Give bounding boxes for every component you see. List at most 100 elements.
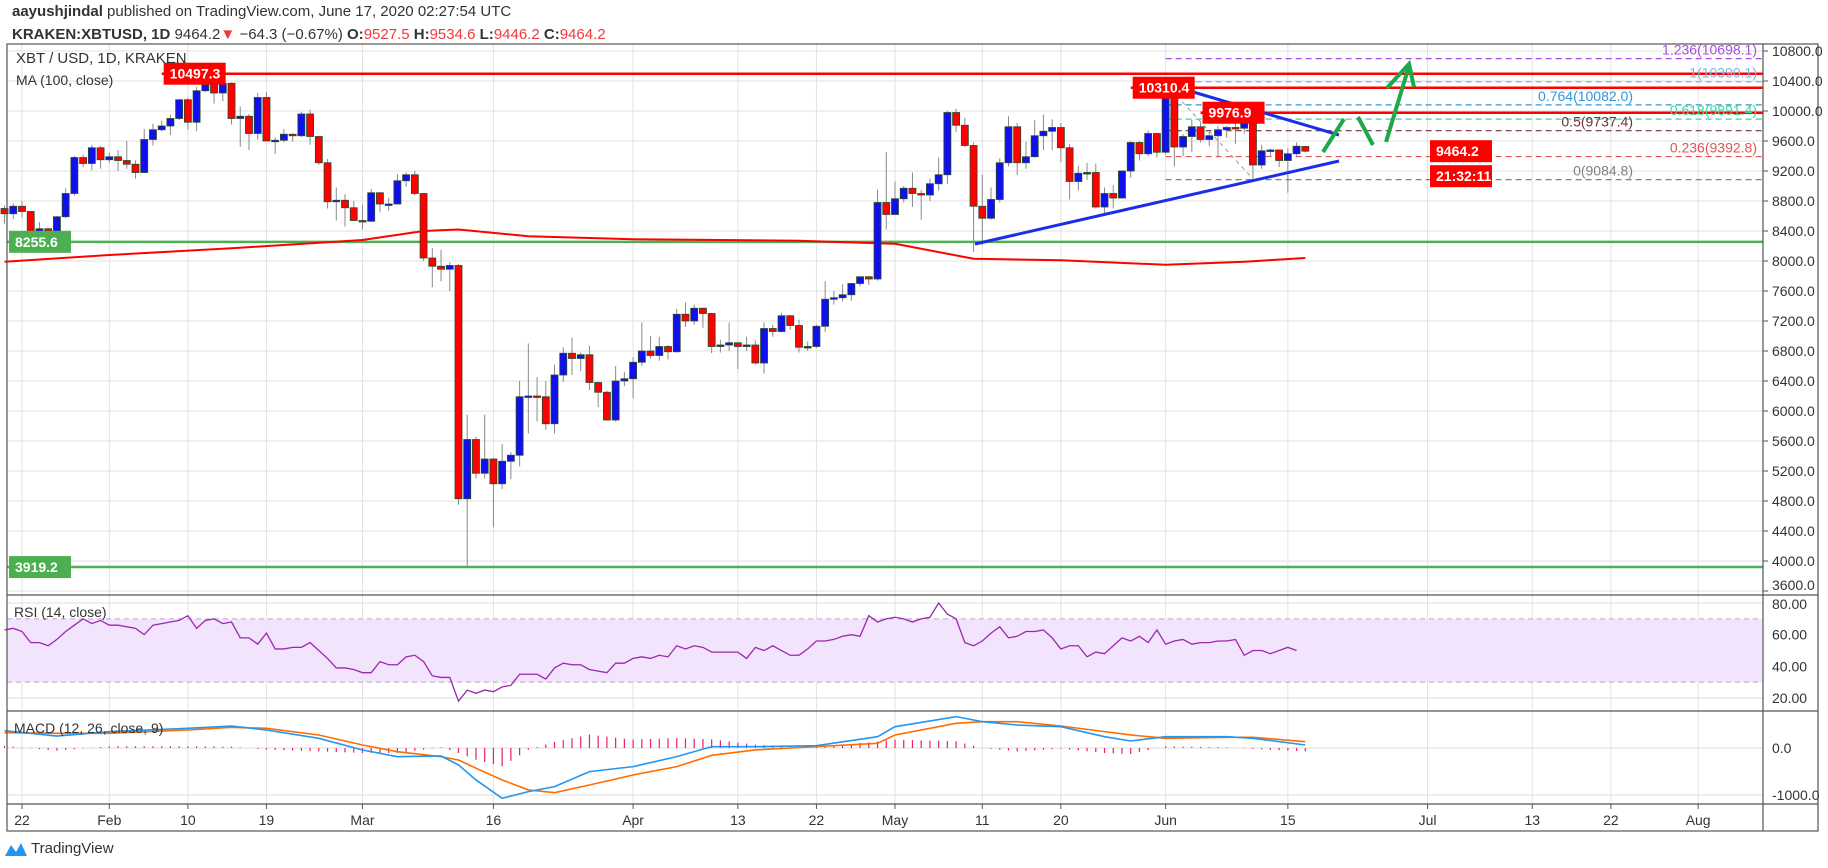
candle-up[interactable] xyxy=(655,346,664,356)
candle-up[interactable] xyxy=(760,328,768,364)
candle-down[interactable] xyxy=(1170,95,1179,148)
candle-down[interactable] xyxy=(245,115,253,134)
candle-up[interactable] xyxy=(271,139,280,143)
candle-up[interactable] xyxy=(1118,170,1126,199)
author-name[interactable]: aayushjindal xyxy=(12,3,103,20)
candle-up[interactable] xyxy=(873,202,882,280)
candle-up[interactable] xyxy=(1161,95,1170,153)
candle-down[interactable] xyxy=(952,112,961,126)
candle-up[interactable] xyxy=(777,315,786,332)
candle-up[interactable] xyxy=(463,439,472,500)
candle-up[interactable] xyxy=(1257,150,1266,166)
candle-up[interactable] xyxy=(559,352,568,376)
candle-up[interactable] xyxy=(742,344,751,347)
candle-down[interactable] xyxy=(1153,133,1161,153)
candle-up[interactable] xyxy=(367,192,376,222)
candle-down[interactable] xyxy=(131,163,140,173)
candle-down[interactable] xyxy=(786,315,795,326)
candle-down[interactable] xyxy=(585,354,594,383)
macd-label[interactable]: MACD (12, 26, close, 9) xyxy=(14,720,164,736)
candle-up[interactable] xyxy=(1214,129,1222,137)
candle-up[interactable] xyxy=(550,374,559,425)
candle-down[interactable] xyxy=(733,342,742,347)
candle-up[interactable] xyxy=(690,307,699,322)
candle-up[interactable] xyxy=(1283,153,1292,161)
candle-down[interactable] xyxy=(960,124,969,146)
candle-down[interactable] xyxy=(79,157,88,164)
candle-up[interactable] xyxy=(384,203,393,206)
candle-down[interactable] xyxy=(210,84,218,94)
candle-down[interactable] xyxy=(1065,147,1074,182)
candle-down[interactable] xyxy=(1091,172,1100,208)
candle-up[interactable] xyxy=(1004,126,1013,164)
candle-up[interactable] xyxy=(175,99,184,119)
candle-down[interactable] xyxy=(978,205,987,219)
candle-up[interactable] xyxy=(1222,127,1231,131)
candle-up[interactable] xyxy=(1039,130,1048,137)
candle-down[interactable] xyxy=(26,211,35,233)
candle-up[interactable] xyxy=(1048,127,1057,132)
candle-down[interactable] xyxy=(594,382,603,393)
candle-down[interactable] xyxy=(472,439,480,474)
candle-down[interactable] xyxy=(664,346,672,353)
candle-up[interactable] xyxy=(943,112,952,176)
candle-up[interactable] xyxy=(1266,149,1275,152)
candle-down[interactable] xyxy=(751,344,760,364)
candle-up[interactable] xyxy=(1074,172,1083,182)
candle-up[interactable] xyxy=(620,378,629,382)
candle-down[interactable] xyxy=(1249,119,1257,166)
candle-up[interactable] xyxy=(1205,135,1214,140)
rsi-label[interactable]: RSI (14, close) xyxy=(14,604,107,620)
candle-up[interactable] xyxy=(480,458,489,474)
candle-down[interactable] xyxy=(306,113,314,137)
candle-up[interactable] xyxy=(1292,145,1301,155)
candle-up[interactable] xyxy=(821,298,830,327)
candle-down[interactable] xyxy=(1275,149,1284,161)
candle-down[interactable] xyxy=(410,174,419,194)
candle-up[interactable] xyxy=(672,313,681,353)
candle-up[interactable] xyxy=(332,199,341,203)
candle-down[interactable] xyxy=(122,160,131,165)
candle-up[interactable] xyxy=(524,395,533,398)
candle-down[interactable] xyxy=(568,352,576,359)
candle-up[interactable] xyxy=(201,84,210,92)
candle-down[interactable] xyxy=(1301,146,1310,152)
candle-up[interactable] xyxy=(105,156,114,161)
candle-up[interactable] xyxy=(629,361,637,380)
candle-down[interactable] xyxy=(428,257,437,267)
ascending-trendline[interactable] xyxy=(974,159,1340,246)
candle-up[interactable] xyxy=(1022,156,1030,164)
tradingview-logo[interactable]: TradingView xyxy=(4,840,114,857)
candle-up[interactable] xyxy=(87,147,96,164)
candle-up[interactable] xyxy=(891,198,899,215)
candle-down[interactable] xyxy=(227,82,236,119)
candle-down[interactable] xyxy=(349,207,358,221)
candle-down[interactable] xyxy=(96,147,105,161)
candle-up[interactable] xyxy=(1126,142,1135,172)
candle-down[interactable] xyxy=(603,391,611,421)
candle-up[interactable] xyxy=(149,129,157,140)
candle-up[interactable] xyxy=(192,90,201,123)
candle-up[interactable] xyxy=(166,118,175,127)
candle-down[interactable] xyxy=(795,325,803,348)
candle-down[interactable] xyxy=(533,395,541,398)
candle-down[interactable] xyxy=(681,313,690,322)
candle-down[interactable] xyxy=(1056,127,1065,149)
candle-down[interactable] xyxy=(358,220,367,223)
candle-up[interactable] xyxy=(995,162,1004,200)
candle-down[interactable] xyxy=(114,156,122,161)
candle-up[interactable] xyxy=(61,193,70,218)
candle-up[interactable] xyxy=(402,174,411,182)
candle-up[interactable] xyxy=(253,97,262,134)
candle-up[interactable] xyxy=(218,82,227,94)
candle-down[interactable] xyxy=(707,313,716,347)
candle-up[interactable] xyxy=(803,346,812,349)
candle-down[interactable] xyxy=(376,192,384,205)
candle-down[interactable] xyxy=(646,350,655,356)
candle-up[interactable] xyxy=(279,133,288,141)
candle-up[interactable] xyxy=(847,283,856,296)
candle-down[interactable] xyxy=(1109,193,1118,199)
candle-down[interactable] xyxy=(864,276,873,280)
candle-down[interactable] xyxy=(419,193,428,259)
